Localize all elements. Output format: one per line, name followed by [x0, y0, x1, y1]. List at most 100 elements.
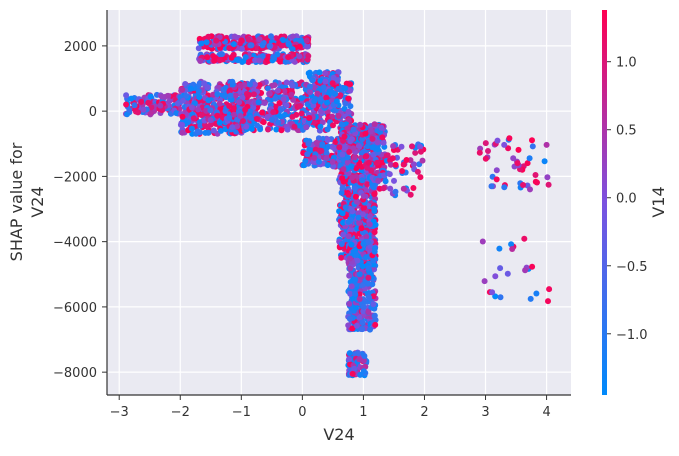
data-point: [330, 163, 337, 170]
x-axis-label: V24: [323, 425, 354, 444]
data-point: [359, 136, 366, 143]
data-point: [371, 121, 378, 128]
data-point: [140, 106, 147, 113]
data-point: [323, 94, 330, 101]
data-point: [497, 265, 504, 272]
colorbar: [602, 10, 607, 395]
data-point: [345, 95, 352, 102]
data-point: [230, 111, 237, 118]
data-point: [329, 89, 336, 96]
x-tick-label: 0: [298, 405, 306, 420]
data-point: [309, 77, 316, 84]
data-point: [369, 144, 376, 151]
data-point: [524, 160, 531, 167]
data-point: [340, 219, 347, 226]
data-point: [360, 308, 367, 315]
data-point: [323, 150, 330, 157]
data-point: [346, 356, 353, 363]
data-point: [350, 126, 357, 133]
colorbar-tick-label: −0.5: [616, 260, 648, 275]
data-point: [350, 145, 357, 152]
data-point: [205, 33, 212, 40]
data-point: [319, 141, 326, 148]
data-point: [366, 221, 373, 228]
data-point: [348, 163, 355, 170]
data-point: [243, 123, 250, 130]
data-point: [347, 290, 354, 297]
data-point: [237, 113, 244, 119]
data-point: [311, 154, 318, 161]
data-point: [347, 138, 354, 145]
data-point: [349, 370, 356, 377]
y-ticks: 2000 0 −2000 −4000 −6000 −8000: [53, 40, 107, 381]
data-point: [351, 365, 358, 372]
data-point: [218, 127, 224, 134]
x-tick-label: −2: [171, 405, 190, 420]
data-point: [390, 143, 397, 150]
data-point: [304, 151, 311, 158]
data-point: [509, 246, 516, 252]
data-point: [303, 124, 310, 131]
data-point: [379, 134, 386, 141]
data-point: [273, 126, 280, 133]
data-point: [365, 239, 371, 246]
data-point: [221, 93, 228, 99]
data-point: [371, 229, 378, 236]
data-point: [527, 186, 533, 193]
data-point: [322, 78, 329, 85]
data-point: [485, 148, 491, 154]
data-point: [177, 121, 184, 128]
data-point: [414, 168, 421, 175]
data-point: [392, 161, 399, 168]
data-point: [237, 82, 244, 89]
data-point: [344, 125, 351, 132]
data-point: [349, 174, 356, 181]
data-point: [348, 241, 355, 248]
data-point: [419, 157, 426, 164]
x-tick-label: −1: [232, 405, 251, 420]
data-point: [545, 298, 551, 305]
colorbar-tick-label: 1.0: [616, 56, 637, 71]
data-point: [198, 112, 205, 119]
data-point: [316, 147, 323, 154]
data-point: [123, 101, 130, 108]
data-point: [240, 118, 246, 124]
data-point: [347, 103, 354, 110]
data-point: [370, 301, 377, 308]
data-point: [289, 113, 296, 120]
y-axis-label-line2: V24: [28, 186, 47, 217]
data-point: [277, 107, 284, 114]
data-point: [314, 90, 321, 97]
data-point: [303, 37, 310, 44]
data-point: [195, 106, 202, 113]
data-point: [352, 304, 359, 311]
data-point: [329, 113, 336, 120]
data-point: [157, 102, 164, 109]
data-point: [276, 100, 283, 106]
data-point: [353, 322, 360, 329]
data-point: [188, 104, 195, 111]
data-point: [230, 41, 237, 48]
data-point: [351, 154, 358, 161]
data-point: [204, 54, 211, 61]
data-point: [400, 185, 407, 192]
data-point: [359, 263, 366, 270]
data-point: [131, 102, 138, 109]
colorbar-tick-label: 0.0: [616, 192, 637, 207]
data-point: [371, 205, 378, 212]
data-point: [317, 77, 324, 84]
colorbar-label: V14: [649, 186, 668, 217]
data-point: [230, 105, 237, 112]
data-point: [392, 188, 399, 195]
data-point: [238, 45, 245, 52]
data-point: [356, 314, 363, 321]
data-point: [298, 95, 305, 102]
data-point: [266, 43, 273, 49]
data-point: [202, 129, 209, 136]
data-point: [527, 295, 534, 302]
data-point: [126, 106, 133, 113]
data-point: [307, 89, 313, 95]
data-point: [545, 181, 552, 188]
data-point: [410, 161, 417, 168]
data-point: [324, 137, 331, 144]
